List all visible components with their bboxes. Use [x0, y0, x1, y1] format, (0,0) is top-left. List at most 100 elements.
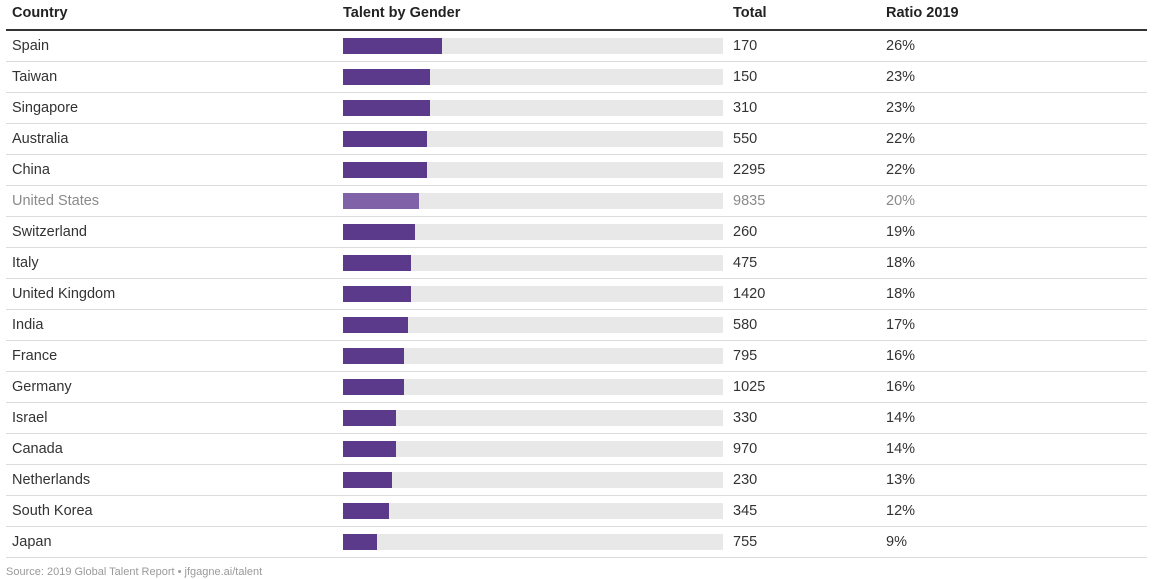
bar-track	[343, 472, 723, 488]
bar-track	[343, 69, 723, 85]
bar-track	[343, 441, 723, 457]
total-value: 170	[733, 38, 758, 54]
country-label: China	[12, 162, 50, 178]
ratio-bar	[343, 131, 427, 147]
ratio-value: 23%	[886, 69, 916, 85]
ratio-bar	[343, 410, 397, 426]
table-row: Israel 330 14%	[6, 403, 1147, 434]
ratio-bar	[343, 162, 427, 178]
bar-track	[343, 38, 723, 54]
table-row: Germany 1025 16%	[6, 372, 1147, 403]
talent-table: Country Talent by Gender Total Ratio 201…	[6, 0, 1147, 558]
ratio-value: 14%	[886, 441, 916, 457]
table-row: South Korea 345 12%	[6, 496, 1147, 527]
ratio-bar	[343, 193, 419, 209]
header-total: Total	[733, 5, 767, 21]
total-value: 330	[733, 410, 758, 426]
bar-track	[343, 317, 723, 333]
total-value: 230	[733, 472, 758, 488]
table-row: Spain 170 26%	[6, 31, 1147, 62]
bar-track	[343, 131, 723, 147]
ratio-value: 12%	[886, 503, 916, 519]
country-label: Japan	[12, 534, 52, 550]
bar-track	[343, 379, 723, 395]
ratio-bar	[343, 503, 389, 519]
header-country: Country	[12, 5, 68, 21]
table-header: Country Talent by Gender Total Ratio 201…	[6, 0, 1147, 31]
total-value: 795	[733, 348, 758, 364]
country-label: Israel	[12, 410, 48, 426]
total-value: 310	[733, 100, 758, 116]
ratio-value: 16%	[886, 348, 916, 364]
ratio-value: 20%	[886, 193, 916, 209]
ratio-value: 14%	[886, 410, 916, 426]
country-label: Singapore	[12, 100, 79, 116]
source-note: Source: 2019 Global Talent Report • jfga…	[6, 566, 263, 578]
ratio-bar	[343, 69, 431, 85]
ratio-value: 18%	[886, 286, 916, 302]
table-row: United States 9835 20%	[6, 186, 1147, 217]
ratio-value: 17%	[886, 317, 916, 333]
country-label: Taiwan	[12, 69, 58, 85]
ratio-value: 22%	[886, 131, 916, 147]
total-value: 755	[733, 534, 758, 550]
bar-track	[343, 348, 723, 364]
ratio-bar	[343, 224, 416, 240]
header-talent-by-gender: Talent by Gender	[343, 5, 461, 21]
total-value: 9835	[733, 193, 766, 209]
bar-track	[343, 503, 723, 519]
country-label: Spain	[12, 38, 50, 54]
total-value: 580	[733, 317, 758, 333]
ratio-value: 16%	[886, 379, 916, 395]
table-row: France 795 16%	[6, 341, 1147, 372]
total-value: 260	[733, 224, 758, 240]
table-row: Singapore 310 23%	[6, 93, 1147, 124]
ratio-value: 9%	[886, 534, 907, 550]
country-label: United Kingdom	[12, 286, 116, 302]
table-row: Taiwan 150 23%	[6, 62, 1147, 93]
country-label: Germany	[12, 379, 72, 395]
total-value: 150	[733, 69, 758, 85]
country-label: Netherlands	[12, 472, 91, 488]
table-row: Canada 970 14%	[6, 434, 1147, 465]
country-label: France	[12, 348, 58, 364]
bar-track	[343, 255, 723, 271]
total-value: 345	[733, 503, 758, 519]
ratio-bar	[343, 255, 412, 271]
ratio-value: 22%	[886, 162, 916, 178]
ratio-bar	[343, 38, 442, 54]
bar-track	[343, 286, 723, 302]
total-value: 2295	[733, 162, 766, 178]
table-row: India 580 17%	[6, 310, 1147, 341]
total-value: 1025	[733, 379, 766, 395]
bar-track	[343, 410, 723, 426]
country-label: Canada	[12, 441, 63, 457]
header-ratio: Ratio 2019	[886, 5, 959, 21]
bar-track	[343, 162, 723, 178]
total-value: 970	[733, 441, 758, 457]
ratio-bar	[343, 100, 431, 116]
country-label: Australia	[12, 131, 69, 147]
ratio-bar	[343, 534, 378, 550]
ratio-bar	[343, 348, 404, 364]
total-value: 1420	[733, 286, 766, 302]
total-value: 475	[733, 255, 758, 271]
country-label: United States	[12, 193, 100, 209]
table-row: United Kingdom 1420 18%	[6, 279, 1147, 310]
ratio-value: 19%	[886, 224, 916, 240]
ratio-bar	[343, 379, 404, 395]
table-row: Australia 550 22%	[6, 124, 1147, 155]
table-row: Italy 475 18%	[6, 248, 1147, 279]
table-body: Spain 170 26% Taiwan 150 23% Singapore 310 23% Au…	[6, 31, 1147, 558]
ratio-value: 13%	[886, 472, 916, 488]
bar-track	[343, 224, 723, 240]
table-row: Netherlands 230 13%	[6, 465, 1147, 496]
ratio-value: 23%	[886, 100, 916, 116]
bar-track	[343, 100, 723, 116]
ratio-bar	[343, 441, 397, 457]
country-label: India	[12, 317, 44, 333]
country-label: Switzerland	[12, 224, 87, 240]
country-label: Italy	[12, 255, 39, 271]
bar-track	[343, 534, 723, 550]
table-row: Switzerland 260 19%	[6, 217, 1147, 248]
